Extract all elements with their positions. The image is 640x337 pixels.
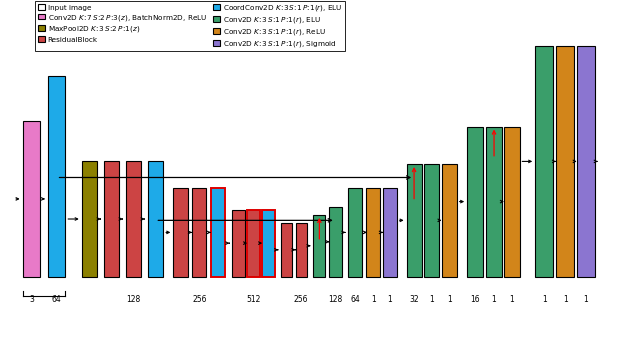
Text: 256: 256: [294, 295, 308, 304]
Bar: [48, 76, 65, 277]
Bar: [281, 223, 292, 277]
Bar: [148, 161, 163, 277]
Text: 16: 16: [470, 295, 480, 304]
Bar: [406, 164, 422, 277]
Bar: [173, 188, 188, 277]
Bar: [367, 188, 380, 277]
Bar: [535, 46, 554, 277]
Text: 32: 32: [409, 295, 419, 304]
Text: 128: 128: [328, 295, 343, 304]
Text: 3: 3: [29, 295, 34, 304]
Bar: [211, 188, 225, 277]
Text: 1: 1: [509, 295, 515, 304]
Text: 1: 1: [388, 295, 392, 304]
Bar: [442, 164, 457, 277]
Bar: [125, 161, 141, 277]
Bar: [504, 127, 520, 277]
Text: 256: 256: [192, 295, 207, 304]
Bar: [82, 161, 97, 277]
Bar: [330, 207, 342, 277]
Bar: [383, 188, 397, 277]
Bar: [467, 127, 483, 277]
Text: 64: 64: [52, 295, 61, 304]
Bar: [314, 215, 325, 277]
Bar: [247, 210, 260, 277]
Text: 128: 128: [126, 295, 141, 304]
Text: 1: 1: [429, 295, 434, 304]
Bar: [192, 188, 206, 277]
Text: 64: 64: [350, 295, 360, 304]
Text: 1: 1: [542, 295, 547, 304]
Text: 1: 1: [371, 295, 376, 304]
Bar: [262, 210, 275, 277]
Bar: [23, 121, 40, 277]
Bar: [348, 188, 362, 277]
Bar: [577, 46, 595, 277]
Bar: [486, 127, 502, 277]
Legend: Input image, Conv2D $K\!:\!7\,S\!:\!2\,P\!:\!3(z)$, BatchNorm2D, ReLU, MaxPool2D: Input image, Conv2D $K\!:\!7\,S\!:\!2\,P…: [35, 1, 345, 51]
Text: 1: 1: [563, 295, 568, 304]
Bar: [296, 223, 307, 277]
Bar: [556, 46, 574, 277]
Text: 512: 512: [246, 295, 260, 304]
Text: 1: 1: [584, 295, 588, 304]
Text: 1: 1: [447, 295, 452, 304]
Bar: [424, 164, 439, 277]
Bar: [232, 210, 244, 277]
Bar: [104, 161, 119, 277]
Text: 1: 1: [492, 295, 497, 304]
